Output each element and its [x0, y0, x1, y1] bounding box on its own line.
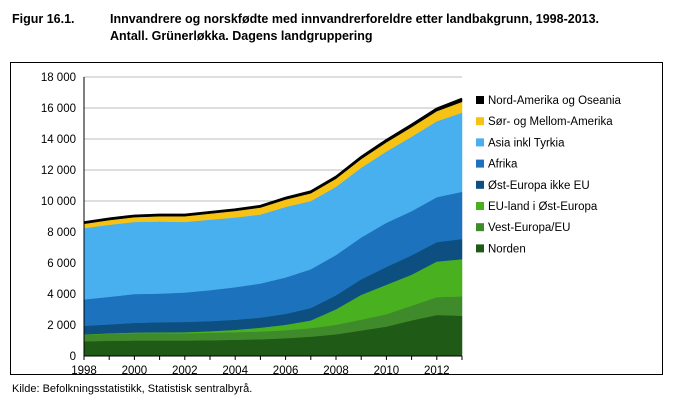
y-tick-label: 10 000: [41, 196, 76, 208]
x-tick-label: 2008: [323, 365, 349, 377]
legend-swatch: [476, 159, 484, 168]
legend-label: EU-land i Øst-Europa: [488, 201, 598, 213]
legend-swatch: [476, 180, 484, 189]
x-tick-label: 1998: [71, 365, 97, 377]
y-tick-label: 2 000: [47, 320, 76, 332]
y-tick-label: 4 000: [47, 289, 76, 301]
legend-swatch: [476, 244, 484, 253]
axes: 0 2 000 4 000 6 000 8 000 10 000 12 000 14 000 1…: [41, 72, 463, 377]
y-tick-label: 6 000: [47, 258, 76, 270]
y-tick-label: 14 000: [41, 134, 76, 146]
y-tick-label: 0: [70, 351, 76, 363]
legend-swatch: [476, 117, 484, 126]
source-note: Kilde: Befolkningsstatistikk, Statistisk…: [12, 383, 253, 395]
x-tick-label: 2010: [374, 365, 400, 377]
legend-swatch: [476, 96, 484, 104]
y-tick-label: 12 000: [41, 165, 76, 177]
total-outline: [83, 97, 463, 224]
legend-label: Øst-Europa ikke EU: [488, 180, 590, 192]
x-tick-label: 2002: [172, 365, 198, 377]
x-tick-label: 2012: [424, 365, 450, 377]
y-tick-label: 18 000: [41, 72, 76, 84]
legend-label: Nord-Amerika og Oseania: [488, 95, 622, 107]
legend-label: Norden: [488, 243, 526, 255]
x-tick-label: 2006: [273, 365, 299, 377]
figure-label: Figur 16.1.: [12, 12, 75, 26]
chart-title-line2: Antall. Grünerløkka. Dagens landgrupperi…: [110, 29, 373, 43]
x-tick-label: 2000: [122, 365, 148, 377]
legend-swatch: [476, 223, 484, 232]
figure-header: Figur 16.1. Innvandrere og norskfødte me…: [12, 11, 662, 45]
area-series-group: [83, 97, 463, 357]
legend: Nord-Amerika og Oseania Sør- og Mellom-Am…: [476, 95, 622, 255]
legend-label: Sør- og Mellom-Amerika: [488, 116, 613, 128]
legend-label: Asia inkl Tyrkia: [488, 137, 565, 149]
chart-frame: [10, 62, 663, 375]
x-tick-label: 2004: [222, 365, 248, 377]
y-tick-label: 16 000: [41, 103, 76, 115]
legend-swatch: [476, 138, 484, 147]
legend-swatch: [476, 202, 484, 210]
legend-label: Vest-Europa/EU: [488, 222, 570, 234]
chart-title-line1: Innvandrere og norskfødte med innvandrer…: [110, 12, 600, 26]
y-tick-label: 8 000: [47, 227, 76, 239]
legend-label: Afrika: [488, 159, 518, 171]
